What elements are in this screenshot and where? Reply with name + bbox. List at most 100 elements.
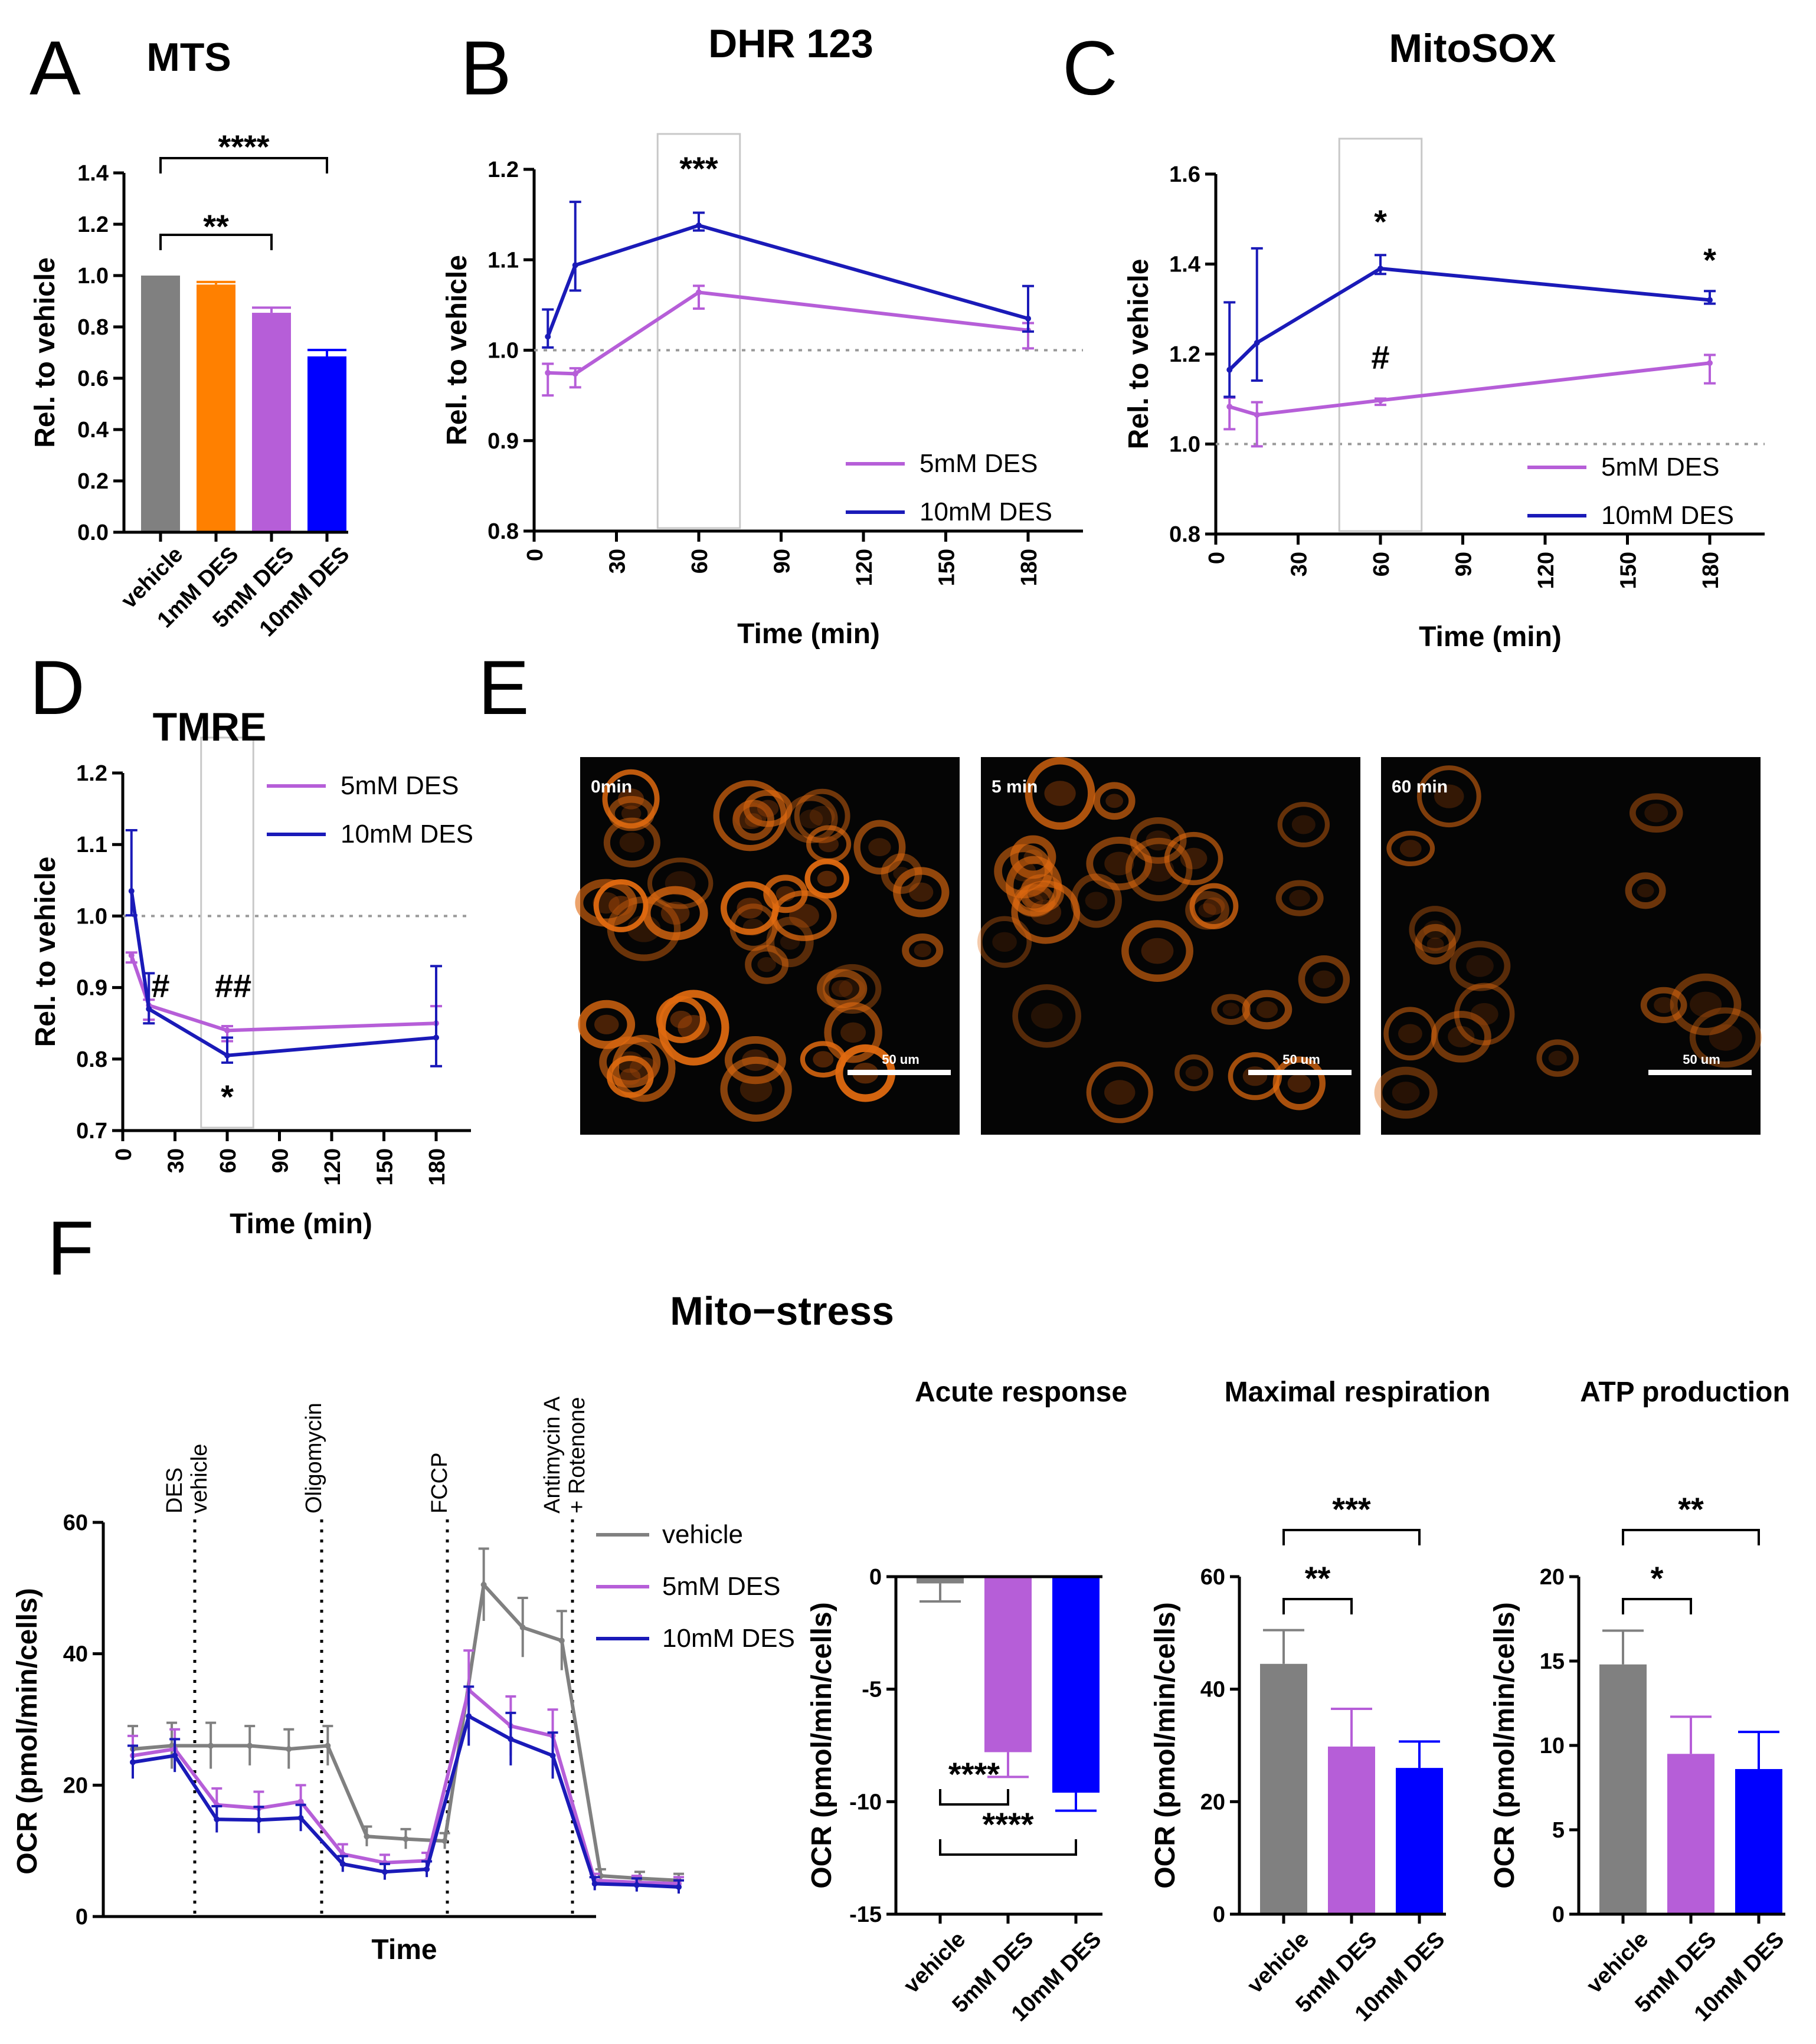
x-tick-label: 150 [1617, 552, 1641, 589]
significance-label: * [1651, 1560, 1664, 1597]
x-tick-label: 0 [523, 549, 548, 561]
y-axis-label: Rel. to vehicle [30, 257, 61, 448]
y-tick-label: 1.2 [77, 212, 109, 237]
y-tick-label: 0.4 [77, 418, 109, 443]
stained-cell-core [621, 805, 642, 821]
legend-label: 10mM DES [920, 497, 1052, 526]
stained-cell-core [594, 1014, 619, 1034]
y-tick-label: -10 [849, 1790, 882, 1814]
stained-cell-core [1690, 991, 1722, 1017]
bar [197, 284, 235, 532]
data-point [508, 1736, 514, 1742]
data-point [256, 1817, 262, 1823]
x-tick-label: 60 [688, 549, 712, 574]
data-point [1226, 366, 1233, 373]
stained-cell-core [608, 896, 634, 916]
x-tick-label: 90 [269, 1148, 293, 1173]
stained-cell [1277, 802, 1330, 847]
stained-cell-core [1392, 1082, 1420, 1104]
bar [1260, 1663, 1307, 1914]
y-tick-label: 1.1 [76, 833, 107, 857]
stained-cell-core [914, 943, 931, 958]
stained-cell-core [1185, 1066, 1203, 1080]
bar [1328, 1746, 1375, 1914]
data-point [214, 1816, 220, 1823]
y-tick-label: 60 [1200, 1565, 1225, 1590]
legend-label: vehicle [662, 1520, 743, 1549]
x-tick-label: 120 [852, 549, 877, 586]
x-tick-label: 180 [1017, 549, 1042, 586]
y-axis-label: Rel. to vehicle [30, 857, 61, 1047]
y-tick-label: 0.7 [76, 1119, 107, 1144]
stained-cell [743, 790, 793, 827]
significance-bracket [1282, 1598, 1353, 1614]
y-tick-label: 0 [869, 1565, 882, 1590]
series-line [132, 1686, 679, 1886]
stained-cell [977, 916, 1032, 968]
scale-bar-label: 50 um [1282, 1052, 1320, 1067]
stained-cell [720, 1056, 792, 1122]
stained-cell [1211, 994, 1251, 1025]
injection-label: FCCP [427, 1453, 452, 1514]
x-tick-label: 60 [216, 1148, 241, 1173]
legend-label: 5mM DES [662, 1572, 780, 1601]
stained-cell-core [1289, 889, 1310, 907]
chart-title: ATP production [1580, 1377, 1790, 1408]
stained-cell [1130, 817, 1187, 864]
stained-cell-core [757, 800, 779, 817]
stained-cell-core [620, 1068, 641, 1085]
stained-cell [608, 795, 655, 831]
scale-bar-label: 50 um [1683, 1052, 1720, 1067]
y-tick-label: 1.1 [487, 248, 519, 273]
stained-cell-core [1426, 937, 1444, 951]
y-tick-label: 5 [1552, 1818, 1565, 1843]
y-tick-label: 1.6 [1169, 162, 1200, 187]
stained-cell-core [1144, 857, 1174, 882]
stained-cell-core [1399, 840, 1422, 857]
stained-cell [1164, 831, 1223, 886]
stained-cell [578, 1000, 636, 1049]
stained-cell [893, 867, 950, 918]
y-tick-label: 60 [63, 1511, 88, 1535]
data-point [676, 1884, 682, 1890]
stained-cell-core [1313, 970, 1336, 988]
x-axis-label: Time (min) [230, 1208, 372, 1240]
stained-cell [1298, 955, 1350, 1004]
stained-cell-core [813, 1051, 834, 1068]
significance-label: ** [1678, 1491, 1704, 1528]
data-point [325, 1742, 331, 1749]
stained-cell-core [1548, 1050, 1567, 1066]
stained-cell [1454, 982, 1515, 1046]
data-point [480, 1581, 487, 1588]
data-point [545, 333, 551, 340]
stained-cell [902, 933, 944, 967]
panel-label-b: B [460, 25, 512, 111]
stained-cell-core [819, 836, 839, 853]
data-point [1254, 339, 1260, 346]
y-tick-label: 10 [1540, 1734, 1565, 1758]
y-tick-label: 1.0 [77, 264, 109, 289]
stained-cell-core [799, 809, 823, 828]
y-tick-label: 1.0 [76, 904, 107, 929]
stained-cell-core [1085, 892, 1108, 910]
stained-cell [1383, 1007, 1437, 1061]
significance-label: *** [1332, 1491, 1371, 1528]
injection-label: DES [162, 1468, 187, 1514]
data-point [224, 1052, 230, 1059]
significance-label: **** [982, 1806, 1033, 1843]
stained-cell-core [737, 897, 763, 919]
y-tick-label: 40 [63, 1642, 88, 1667]
stained-cell-core [893, 867, 910, 881]
y-tick-label: 0.8 [77, 315, 109, 340]
y-axis-label: OCR (pmol/min/cells) [12, 1588, 43, 1874]
chart-title: MTS [146, 35, 231, 80]
stained-cell [806, 825, 852, 863]
stained-cell-core [619, 832, 645, 853]
stained-cell-core [809, 805, 835, 827]
x-tick-label: 120 [320, 1148, 345, 1185]
stained-cell [1416, 765, 1481, 828]
y-axis-label: Rel. to vehicle [441, 255, 473, 446]
significance-bracket [1282, 1529, 1421, 1545]
scale-bar-label: 50 um [882, 1052, 920, 1067]
